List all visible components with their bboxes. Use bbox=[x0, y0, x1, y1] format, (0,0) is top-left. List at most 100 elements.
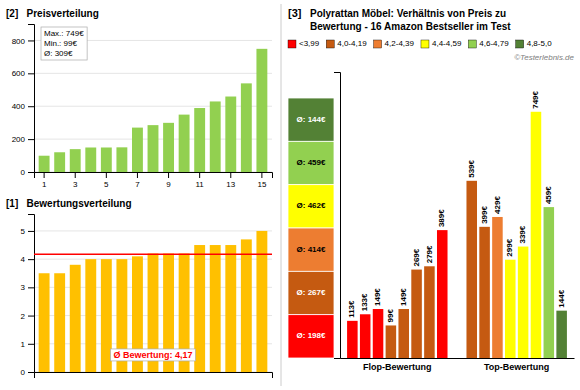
tick-label: 4 bbox=[21, 255, 26, 264]
tick-mark bbox=[28, 106, 34, 107]
bar bbox=[241, 83, 252, 172]
bar bbox=[437, 230, 448, 358]
average-label: Ø: 462€ bbox=[297, 201, 326, 210]
tick: 7 bbox=[135, 172, 140, 189]
tick-mark bbox=[137, 172, 138, 178]
tick: Flop-Bewertung bbox=[363, 358, 432, 372]
bar bbox=[256, 49, 267, 172]
average-label: Ø: 144€ bbox=[297, 115, 326, 124]
legend-swatch bbox=[326, 40, 334, 48]
data-label: 399€ bbox=[480, 205, 489, 223]
annotation-box: Ø Bewertung: 4,17 bbox=[110, 349, 195, 361]
tick-label: 11 bbox=[196, 180, 205, 189]
bar bbox=[256, 231, 267, 372]
tick-mark bbox=[28, 172, 34, 173]
legend: <3,994,0-4,194,2-4,394,4-4,594,6-4,794,8… bbox=[288, 39, 552, 48]
bar bbox=[39, 273, 50, 372]
data-labels: 113€133€149€99€149€269€279€389€539€399€4… bbox=[347, 90, 565, 322]
tick-label: 0 bbox=[21, 168, 26, 177]
legend-swatch bbox=[288, 40, 296, 48]
tick: 0 bbox=[21, 368, 34, 377]
grid bbox=[34, 231, 272, 372]
legend-item: 4,8-5,0 bbox=[516, 39, 552, 48]
legend-item: 4,4-4,59 bbox=[421, 39, 462, 48]
axis bbox=[35, 373, 273, 379]
data-label: 339€ bbox=[518, 225, 527, 243]
divider bbox=[281, 4, 282, 386]
tick-mark bbox=[199, 172, 200, 178]
tick: 5 bbox=[21, 227, 34, 236]
legend-label: 4,8-5,0 bbox=[527, 39, 552, 48]
bar bbox=[210, 245, 221, 372]
bar bbox=[225, 245, 236, 372]
plot-area bbox=[34, 231, 272, 372]
legend-item: 4,6-4,79 bbox=[468, 39, 509, 48]
bar bbox=[347, 321, 358, 358]
bar bbox=[360, 314, 371, 358]
tick-label: Flop-Bewertung bbox=[363, 362, 432, 372]
data-label: 149€ bbox=[373, 288, 382, 306]
bar bbox=[424, 266, 435, 358]
average-box bbox=[288, 271, 334, 314]
tick: 11 bbox=[196, 172, 205, 189]
bar bbox=[54, 152, 65, 172]
legend-label: 4,6-4,79 bbox=[479, 39, 509, 48]
axis: 0200400600800 bbox=[12, 25, 35, 178]
bar bbox=[466, 181, 477, 358]
axis-line bbox=[35, 373, 273, 379]
axis bbox=[334, 73, 341, 359]
tick-label: 5 bbox=[21, 227, 26, 236]
chart-root: [2] Preisverteilung020040060080013579111… bbox=[0, 0, 580, 390]
tick-mark bbox=[28, 372, 34, 373]
bar bbox=[70, 265, 81, 372]
tick: 0 bbox=[21, 168, 34, 177]
axis-line bbox=[35, 173, 273, 179]
axis-line bbox=[334, 73, 341, 359]
tick-label: Top-Bewertung bbox=[484, 362, 549, 372]
bar bbox=[479, 227, 490, 358]
legend-item: 4,2-4,39 bbox=[374, 39, 415, 48]
legend-swatch bbox=[468, 40, 476, 48]
annotation: ©Testerlebnis.de bbox=[514, 53, 574, 62]
average-line bbox=[34, 254, 272, 256]
data-label: 269€ bbox=[412, 248, 421, 266]
info-box: Max.: 749€Min.: 99€Ø: 309€ bbox=[41, 27, 87, 60]
bar bbox=[163, 123, 174, 172]
data-label: 459€ bbox=[544, 186, 553, 204]
data-label: 149€ bbox=[399, 288, 408, 306]
tick: 800 bbox=[12, 37, 34, 46]
bar bbox=[411, 270, 422, 358]
bar bbox=[54, 273, 65, 372]
tick-mark bbox=[261, 172, 262, 178]
average-label: Ø: 198€ bbox=[297, 331, 326, 340]
tick: 3 bbox=[73, 172, 78, 189]
legend-label: <3,99 bbox=[299, 39, 320, 48]
bar bbox=[241, 239, 252, 372]
tick: 4 bbox=[21, 255, 34, 264]
tick-mark bbox=[44, 172, 45, 178]
bar bbox=[85, 259, 96, 372]
tick-label: 400 bbox=[12, 102, 26, 111]
chart-subtitle: Bewertung - 16 Amazon Bestseller im Test bbox=[310, 21, 511, 32]
bar bbox=[225, 97, 236, 172]
tick: 600 bbox=[12, 69, 34, 78]
axis: 13579111315 bbox=[35, 172, 273, 189]
bar bbox=[505, 260, 516, 358]
tick-label: 13 bbox=[226, 180, 235, 189]
data-label: 539€ bbox=[467, 159, 476, 177]
tick: 15 bbox=[257, 172, 266, 189]
tick-label: 7 bbox=[135, 180, 140, 189]
bar bbox=[148, 125, 159, 172]
tick: 3 bbox=[21, 283, 34, 292]
bar bbox=[531, 112, 542, 358]
info-box-frame bbox=[41, 27, 87, 60]
tick-mark bbox=[28, 259, 34, 260]
grid-line bbox=[34, 230, 272, 231]
chart-title: [2] Preisverteilung bbox=[6, 8, 99, 19]
bar bbox=[132, 128, 143, 172]
bar bbox=[101, 147, 112, 172]
axis: Flop-Bewertung Top-Bewertung bbox=[341, 358, 575, 372]
bar bbox=[518, 247, 529, 358]
tick-mark bbox=[230, 172, 231, 178]
tick: 9 bbox=[166, 172, 171, 189]
